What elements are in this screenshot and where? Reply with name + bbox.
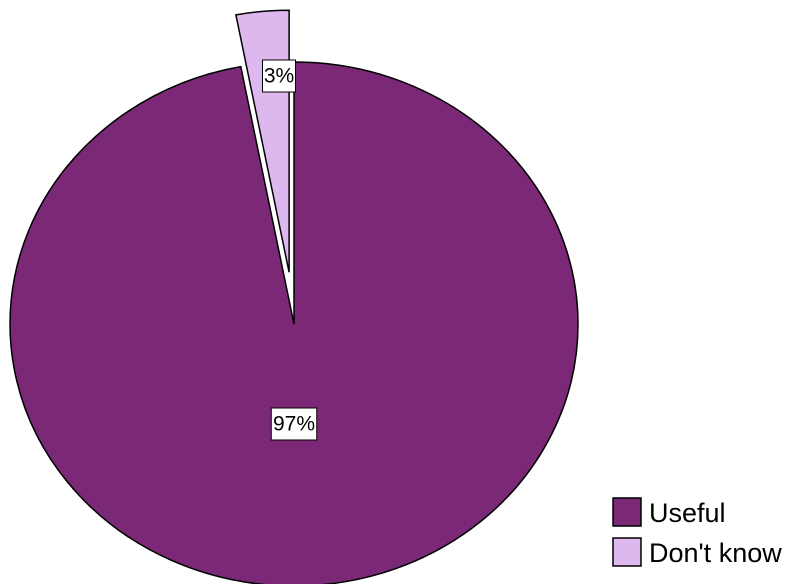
slice-label-text: 3% <box>264 65 294 88</box>
pie-slice-labels: 97% 3% <box>262 59 318 441</box>
legend-swatch <box>612 537 642 567</box>
legend: Useful Don't know <box>612 497 782 568</box>
legend-label: Don't know <box>649 538 782 568</box>
legend-item-useful: Useful <box>612 497 726 528</box>
slice-label-box <box>270 407 318 441</box>
pie-slice-useful <box>9 61 579 584</box>
pie-slices <box>9 9 579 584</box>
slice-label-don-t-know: 3% <box>262 59 296 93</box>
slice-label-text: 97% <box>273 413 315 436</box>
legend-label: Useful <box>649 498 726 528</box>
slice-label-useful: 97% <box>270 407 318 441</box>
legend-swatch <box>612 497 642 527</box>
legend-item-don-t-know: Don't know <box>612 537 782 568</box>
slice-label-box <box>262 59 296 93</box>
